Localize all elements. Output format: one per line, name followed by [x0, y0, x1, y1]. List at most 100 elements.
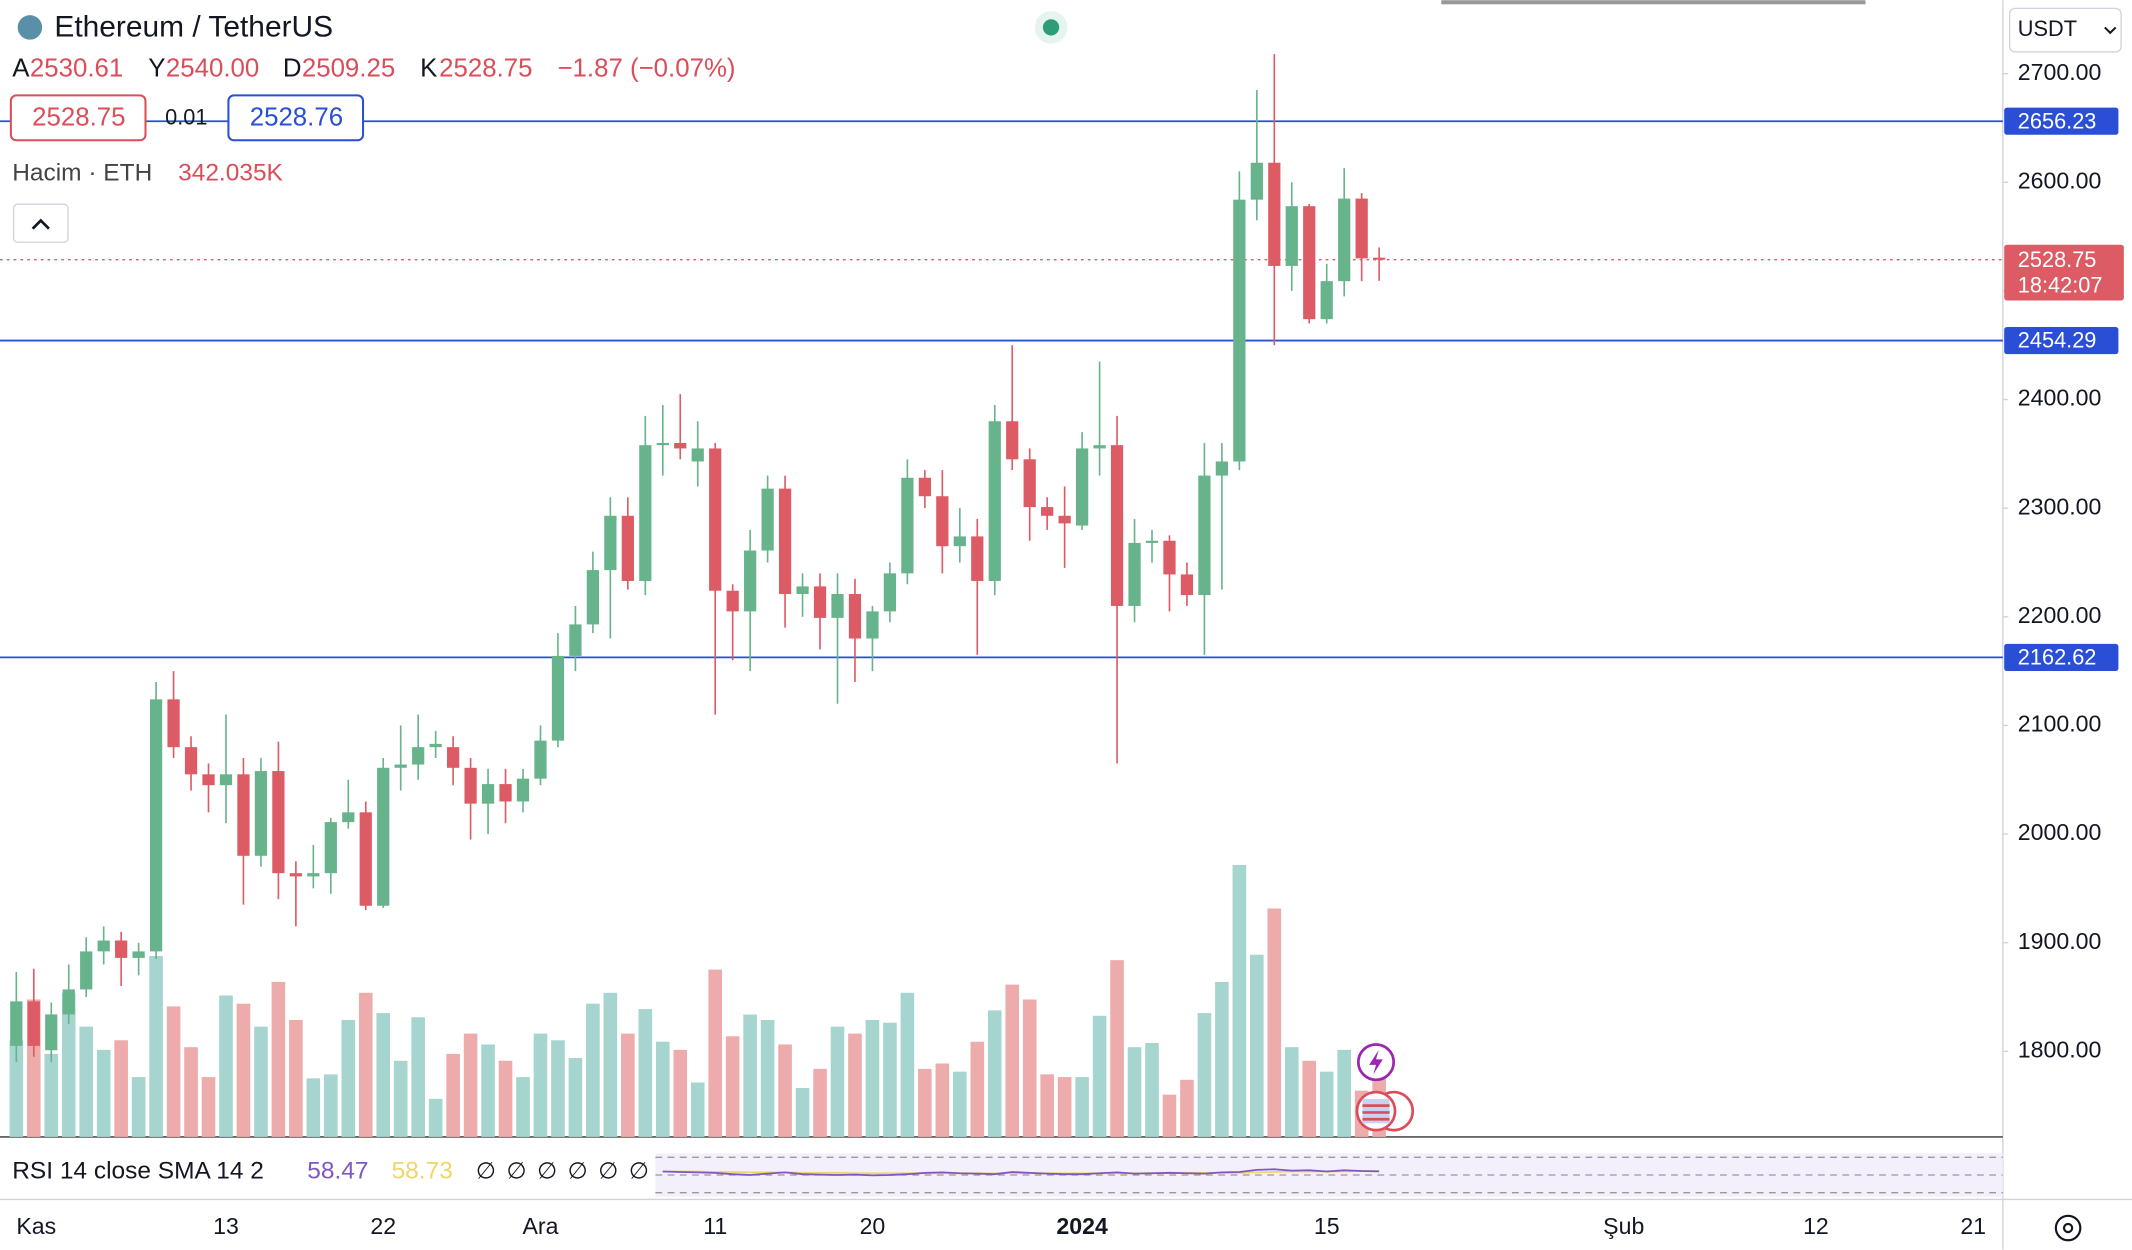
candle-body: [289, 873, 302, 877]
volume-value: 342.035K: [178, 160, 283, 187]
candle-body: [1163, 540, 1176, 575]
candle-body: [464, 767, 477, 804]
candle-body: [953, 536, 966, 547]
currency: USDT: [2018, 16, 2077, 41]
candle-body: [324, 822, 337, 874]
rsi-placeholders: ∅ ∅ ∅ ∅ ∅ ∅: [476, 1157, 649, 1183]
volume-bar: [306, 1078, 321, 1137]
rsi-label: RSI 14 close SMA 14 2: [12, 1158, 264, 1185]
lightning: [1369, 1049, 1383, 1075]
candle-body: [1023, 459, 1036, 508]
volume-bar: [79, 1026, 94, 1137]
volume-bar: [131, 1077, 146, 1137]
top-shadow: [1441, 0, 1866, 5]
buy-button[interactable]: [227, 94, 365, 142]
volume-bar: [1232, 864, 1247, 1137]
volume-bar: [1319, 1071, 1334, 1137]
volume-bar: [953, 1071, 967, 1137]
y-tick-label: 2000.00: [2018, 819, 2102, 845]
volume-bar: [900, 992, 915, 1137]
currency-select[interactable]: [2008, 7, 2122, 53]
candle-body: [551, 655, 565, 741]
candle-body: [569, 624, 582, 656]
volume-bar: [1267, 908, 1282, 1137]
y-tick-label: 2600.00: [2018, 167, 2102, 193]
x-tick-label: Ara: [522, 1213, 558, 1239]
last-price-label: 2528.75: [2018, 247, 2097, 272]
volume-bar: [44, 1053, 59, 1137]
volume-bar: [376, 1013, 391, 1137]
y-tick-label: 1900.00: [2018, 928, 2102, 954]
candle-body: [691, 448, 704, 462]
volume-bar: [621, 1033, 635, 1137]
candle-body: [446, 747, 460, 768]
x-tick-label: 13: [213, 1213, 239, 1239]
candle-body: [901, 477, 914, 574]
volume-bar: [516, 1077, 530, 1137]
sell-button[interactable]: [9, 94, 147, 142]
volume-bar: [970, 1041, 985, 1137]
candle-body: [62, 989, 75, 1015]
price-tag-label: 2162.62: [2018, 645, 2097, 670]
rsi-sma: 58.73: [392, 1158, 453, 1185]
price-tag-label: 2454.29: [2018, 328, 2097, 353]
candle-body: [149, 699, 163, 952]
volume-bar: [603, 992, 618, 1137]
candle-body: [429, 743, 442, 748]
candle-body: [1338, 198, 1351, 282]
price-tag: [2004, 107, 2119, 135]
dropdown-arrow: [2104, 26, 2117, 35]
x-tick-label: 11: [703, 1213, 727, 1239]
volume-bar: [219, 995, 233, 1137]
settings-dot: [2062, 1222, 2074, 1234]
volume-bar: [1302, 1060, 1317, 1137]
candle-body: [307, 873, 320, 877]
x-tick-label: 12: [1803, 1213, 1829, 1239]
volume-bar: [341, 1019, 356, 1137]
bid: 2528.75: [32, 103, 125, 131]
change: −1.87 (−0.07%): [557, 54, 735, 82]
volume-bar: [184, 1047, 198, 1137]
legend-value: 2509.25: [302, 54, 395, 82]
symbol-title: Ethereum / TetherUS: [54, 11, 333, 44]
candle-body: [115, 940, 128, 958]
volume-bar: [987, 1010, 1002, 1137]
volume-bar: [1250, 954, 1264, 1137]
volume-title: Hacim · ETH: [12, 160, 152, 187]
candle-body: [813, 586, 827, 618]
candle-body: [359, 812, 372, 906]
collapse-button[interactable]: [12, 203, 69, 243]
candle-body: [481, 784, 495, 804]
volume-bar: [271, 981, 286, 1137]
rsi-placeholder: ∅: [568, 1157, 588, 1183]
candle-body: [726, 590, 739, 612]
candle-body: [1093, 445, 1106, 449]
volume-bar: [324, 1074, 338, 1137]
candle-body: [621, 515, 634, 581]
volume-bar: [96, 1049, 111, 1137]
volume-bar: [1284, 1047, 1299, 1137]
candle-body: [377, 767, 390, 906]
volume-bar: [9, 1040, 24, 1137]
ohlc-legend: A 2530.61 Y 2540.00 D 2509.25 K 2528.75: [12, 54, 532, 82]
candle-body: [499, 784, 512, 802]
volume-bar: [795, 1087, 810, 1137]
candle-body: [709, 448, 722, 591]
rsi-placeholder: ∅: [476, 1157, 496, 1183]
price-tag-label: 2656.23: [2018, 108, 2097, 133]
candle-body: [1198, 475, 1211, 596]
candle-body: [848, 593, 862, 639]
candle-body: [45, 1014, 58, 1051]
rsi-line: [662, 1168, 1380, 1177]
candle-body: [167, 699, 180, 748]
volume-bar: [1110, 960, 1124, 1137]
volume-bar: [533, 1033, 548, 1137]
legend-key: Y: [148, 54, 165, 82]
volume-bar: [638, 1009, 653, 1137]
candle-body: [1285, 206, 1298, 266]
volume-bar: [778, 1044, 792, 1137]
settings-icon[interactable]: [2054, 1214, 2082, 1242]
candle-body: [674, 442, 687, 449]
x-tick-label: Kas: [16, 1213, 56, 1239]
